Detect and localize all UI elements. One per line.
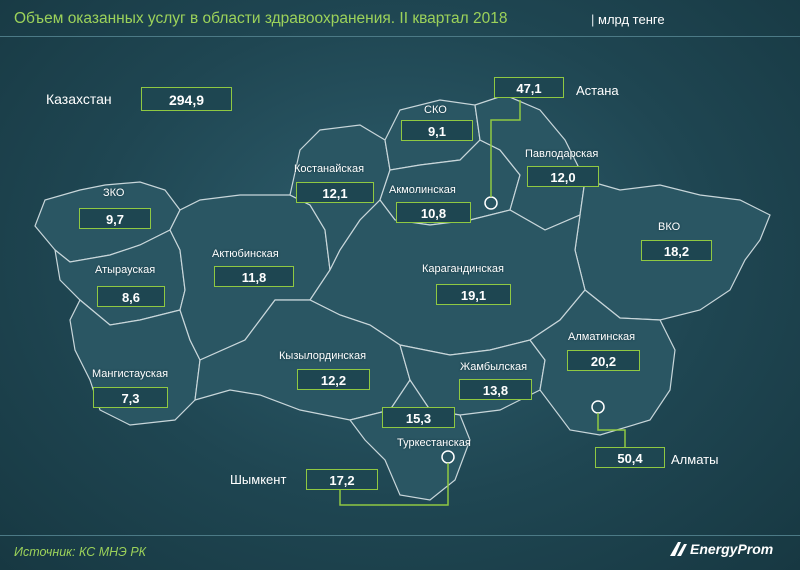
region-value-zko: 9,7 [79,208,151,229]
region-label-mangistau: Мангистауская [92,368,169,380]
region-value-aktobe: 11,8 [214,266,294,287]
city-label-almaty: Алматы [671,452,719,467]
region-shape-turkestan [348,378,471,501]
city-value-shymkent: 17,2 [306,469,378,490]
city-label-astana: Астана [576,83,619,98]
region-value-karaganda: 19,1 [436,284,511,305]
region-value-akmola: 10,8 [396,202,471,223]
region-label-almaty-reg: Алматинская [568,331,636,343]
kazakhstan-value: 294,9 [141,87,232,111]
region-label-pavlodar: Павлодарская [525,148,599,160]
region-value-kyzylorda: 12,2 [297,369,370,390]
region-label-vko: ВКО [658,221,681,233]
region-value-sko: 9,1 [401,120,473,141]
region-value-kostanay: 12,1 [296,182,374,203]
page-title: Объем оказанных услуг в области здравоох… [14,10,508,27]
region-value-turkestan: 15,3 [382,407,455,428]
region-value-vko: 18,2 [641,240,712,261]
region-label-atyrau: Атырауская [95,264,156,276]
region-value-zhambyl: 13,8 [459,379,532,400]
region-label-akmola: Акмолинская [389,184,456,196]
astana-leader [490,100,521,197]
footer-divider [0,535,800,536]
region-value-pavlodar: 12,0 [527,166,599,187]
region-value-atyrau: 8,6 [97,286,165,307]
unit-label: млрд тенге [591,12,665,27]
region-value-mangistau: 7,3 [93,387,168,408]
shymkent-leader [339,463,449,506]
region-label-karaganda: Карагандинская [422,263,504,275]
region-label-turkestan: Туркестанская [397,437,471,449]
energyprom-logo-icon [670,542,687,556]
region-label-sko: СКО [424,104,447,116]
header-divider [0,36,800,37]
region-label-zko: ЗКО [103,187,125,199]
region-label-zhambyl: Жамбылская [460,361,528,373]
brand-logo: EnergyProm [690,541,774,557]
region-label-aktobe: Актюбинская [212,248,279,260]
almaty-leader [597,413,626,447]
region-label-kyzylorda: Кызылординская [279,350,367,362]
kazakhstan-label: Казахстан [46,91,112,107]
city-label-shymkent: Шымкент [230,472,287,487]
region-value-almaty-reg: 20,2 [567,350,640,371]
region-label-kostanay: Костанайская [294,163,365,175]
source-note: Источник: КС МНЭ РК [14,545,147,559]
city-value-almaty: 50,4 [595,447,665,468]
city-value-astana: 47,1 [494,77,564,98]
